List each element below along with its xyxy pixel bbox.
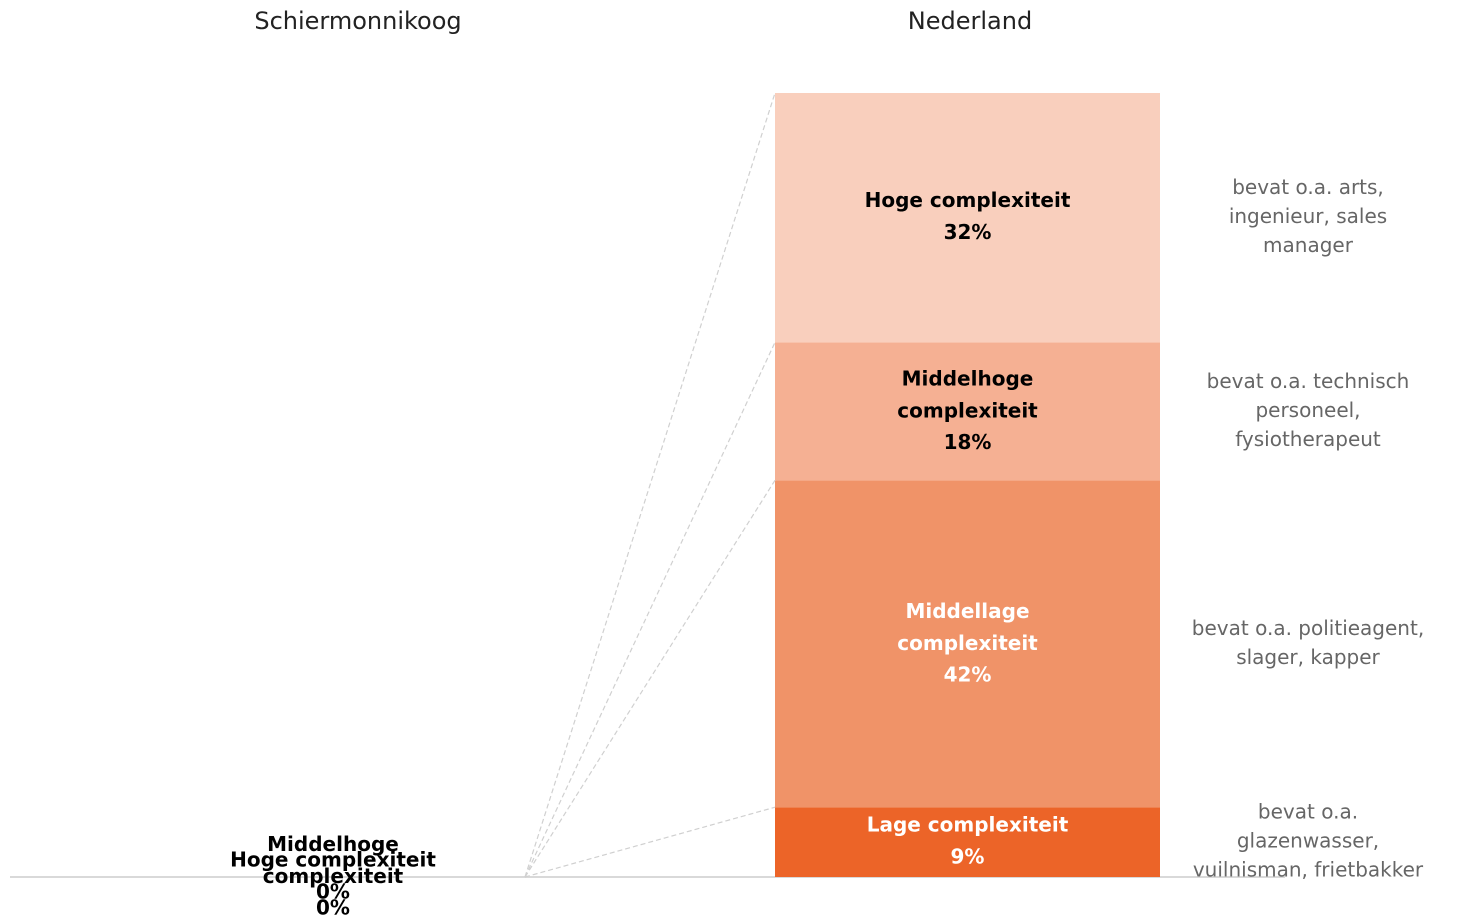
segment-description: bevat o.a. bbox=[1258, 800, 1358, 824]
connector bbox=[524, 92, 776, 878]
bar-segment bbox=[775, 93, 1160, 343]
segment-name-line: complexiteit bbox=[263, 864, 404, 888]
value-label: 0% bbox=[316, 880, 350, 904]
segment-name: Hoge complexiteit bbox=[865, 188, 1071, 212]
value-label: 18% bbox=[944, 430, 992, 454]
segment-name: Lage complexiteit bbox=[867, 813, 1069, 837]
category-label: Schiermonnikoog bbox=[254, 7, 461, 35]
bar-segment bbox=[775, 342, 1160, 481]
segment-description: bevat o.a. politieagent, bbox=[1192, 616, 1424, 640]
value-label: 0% bbox=[316, 896, 350, 917]
segment-name-line: complexiteit bbox=[897, 630, 1038, 654]
bar-segment bbox=[775, 480, 1160, 808]
segment-name: Middellage complexiteit bbox=[263, 832, 404, 888]
segment-name-line: Middellage bbox=[905, 598, 1029, 622]
segment-name: Lage complexiteit bbox=[232, 848, 434, 872]
bar-segment bbox=[775, 807, 1160, 877]
segment-name: Middellage complexiteit bbox=[897, 598, 1038, 654]
segment-name-line: complexiteit bbox=[897, 398, 1038, 422]
connector bbox=[524, 806, 776, 878]
connector bbox=[524, 479, 776, 878]
segment-name: Middelhoge complexiteit bbox=[897, 366, 1038, 422]
segment-description: bevat o.a. technisch bbox=[1207, 369, 1410, 393]
segment-description: bevat o.a. arts, bbox=[1232, 175, 1384, 199]
segment-name-line: complexiteit bbox=[263, 864, 404, 888]
segment-description: slager, kapper bbox=[1236, 645, 1380, 669]
value-label: 9% bbox=[951, 845, 985, 869]
segment-description: personeel, bbox=[1255, 398, 1360, 422]
value-label: 42% bbox=[944, 662, 992, 686]
segment-description: vuilnisman, frietbakker bbox=[1193, 858, 1424, 882]
segment-description: fysiotherapeut bbox=[1235, 427, 1381, 451]
value-label: 32% bbox=[944, 220, 992, 244]
connector bbox=[524, 342, 776, 878]
segment-description: manager bbox=[1263, 233, 1354, 257]
segment-name-line: Middellage bbox=[271, 832, 395, 856]
segment-name: Hoge complexiteit bbox=[230, 848, 436, 872]
segment-name-line: Middelhoge bbox=[902, 366, 1034, 390]
category-label: Nederland bbox=[908, 7, 1032, 35]
segment-description: glazenwasser, bbox=[1237, 829, 1379, 853]
value-label: 0% bbox=[316, 896, 350, 917]
segment-name-line: Middelhoge bbox=[267, 832, 399, 856]
value-label: 0% bbox=[316, 880, 350, 904]
segment-name: Middelhoge complexiteit bbox=[263, 832, 404, 888]
segment-description: ingenieur, sales bbox=[1229, 204, 1387, 228]
